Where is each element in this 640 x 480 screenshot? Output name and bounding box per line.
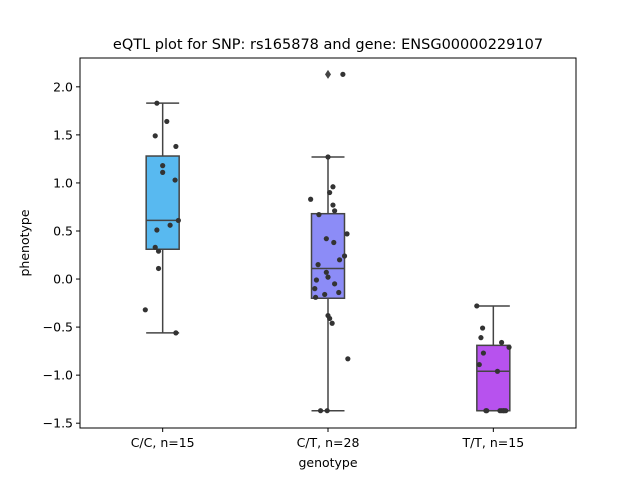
box-group — [310, 69, 346, 412]
data-point — [336, 289, 342, 296]
data-point — [340, 71, 346, 77]
x-axis-label: genotype — [298, 455, 357, 470]
x-tick-label: T/T, n=15 — [461, 435, 524, 450]
data-point — [142, 307, 148, 313]
data-point — [322, 291, 328, 298]
data-point — [479, 325, 486, 331]
data-point — [327, 189, 333, 196]
data-point — [323, 236, 329, 242]
data-point — [330, 184, 336, 190]
data-point — [154, 100, 160, 106]
data-point — [478, 335, 484, 341]
box-group — [145, 102, 180, 334]
data-point — [155, 265, 162, 272]
data-point — [316, 212, 322, 218]
y-tick-label: 0.5 — [53, 223, 73, 238]
box-group — [476, 305, 511, 412]
data-point — [325, 154, 331, 160]
data-point — [331, 239, 337, 246]
data-point — [332, 281, 338, 287]
data-point — [324, 408, 330, 414]
data-point — [308, 196, 314, 202]
chart-title: eQTL plot for SNP: rs165878 and gene: EN… — [113, 37, 543, 53]
data-point — [494, 368, 501, 374]
x-tick-label: C/T, n=28 — [297, 435, 360, 450]
data-point — [325, 274, 331, 280]
data-point — [167, 222, 173, 228]
data-point — [152, 244, 158, 250]
data-point — [506, 344, 512, 350]
data-point — [503, 408, 509, 414]
data-point — [315, 262, 321, 268]
axes: −1.5 −1.0 −0.5 0.0 0.5 1.0 1.5 2.0 C/C, n=15 C/T,… — [43, 79, 525, 450]
outlier-marker — [325, 69, 331, 79]
y-tick-label: −1.0 — [43, 368, 73, 383]
data-point — [336, 257, 343, 263]
data-point — [317, 408, 324, 414]
data-point — [175, 217, 181, 224]
plot-area — [142, 69, 512, 414]
box-iqr — [310, 212, 346, 300]
data-point — [330, 202, 336, 208]
data-point — [323, 269, 329, 275]
data-point — [476, 361, 482, 368]
x-tick-label: C/C, n=15 — [131, 435, 195, 450]
data-point — [313, 294, 319, 300]
data-point — [312, 286, 318, 292]
y-tick-label: −1.5 — [43, 416, 73, 431]
data-point — [173, 143, 179, 150]
data-point — [160, 169, 166, 175]
data-point — [474, 303, 480, 309]
data-point — [173, 330, 179, 336]
data-point — [154, 227, 160, 233]
data-point — [327, 315, 333, 322]
data-point — [160, 163, 166, 169]
data-point — [313, 277, 320, 283]
data-point — [484, 408, 490, 414]
data-point — [345, 356, 351, 362]
box-iqr — [476, 344, 511, 412]
data-point — [164, 118, 170, 125]
y-tick-label: 1.5 — [53, 127, 73, 142]
y-tick-label: 2.0 — [53, 79, 73, 94]
data-point — [152, 133, 158, 139]
data-point — [480, 350, 487, 356]
strip-points — [308, 71, 351, 414]
data-point — [344, 231, 350, 237]
strip-points — [474, 303, 512, 414]
y-tick-label: −0.5 — [43, 320, 73, 335]
data-point — [341, 253, 348, 259]
y-tick-label: 0.0 — [53, 272, 73, 287]
data-point — [172, 177, 178, 183]
data-point — [499, 339, 505, 346]
strip-points — [142, 100, 181, 336]
data-point — [332, 208, 338, 214]
y-axis-label: phenotype — [17, 209, 32, 276]
y-tick-label: 1.0 — [53, 175, 73, 190]
data-point — [155, 248, 162, 254]
data-point — [329, 320, 335, 326]
